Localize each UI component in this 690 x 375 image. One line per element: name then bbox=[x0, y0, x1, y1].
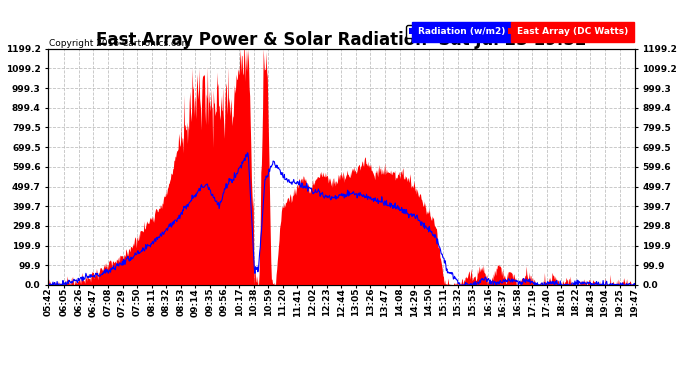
Title: East Array Power & Solar Radiation  Sat Jul 23 19:52: East Array Power & Solar Radiation Sat J… bbox=[97, 31, 586, 49]
Legend: Radiation (w/m2), East Array (DC Watts): Radiation (w/m2), East Array (DC Watts) bbox=[406, 25, 630, 38]
Text: Copyright 2016 Cartronics.com: Copyright 2016 Cartronics.com bbox=[49, 39, 190, 48]
